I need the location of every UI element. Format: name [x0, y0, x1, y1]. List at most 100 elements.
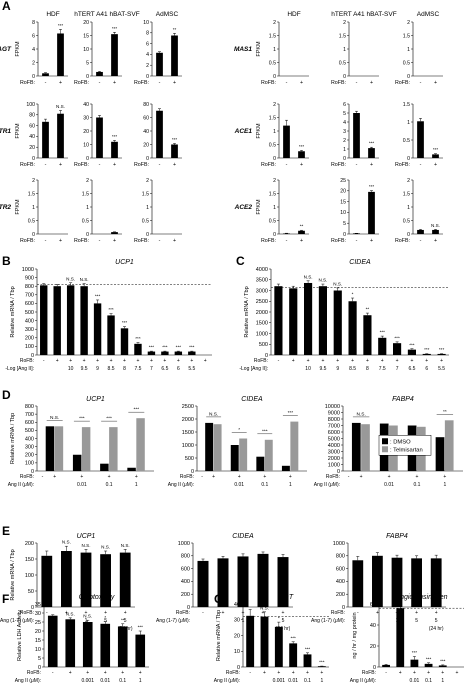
bar [277, 557, 289, 607]
y-tick-label: 0.5 [403, 218, 410, 224]
chart-title: CIDEA [232, 533, 254, 540]
y-tick-label: 1.5 [28, 191, 35, 197]
chart-title: Angiotensinogen [394, 594, 447, 601]
y-tick-label: 1.5 [142, 191, 149, 197]
bar [304, 282, 313, 355]
y-tick-label: 0 [342, 605, 345, 611]
x-row-value: 0.001 [81, 678, 94, 684]
x-row-value: 8.5 [108, 366, 115, 372]
x-row-value: 1 [85, 618, 88, 624]
x-row-value: + [435, 610, 438, 616]
panel-label-a: A [2, 0, 11, 13]
x-row-value: + [96, 358, 99, 364]
y-axis-label: Relative mRNA / Tbp [216, 610, 222, 661]
x-row-value: 9.5 [81, 366, 88, 372]
bar [437, 353, 446, 355]
x-row-value: + [376, 610, 379, 616]
x-row-value: + [163, 358, 166, 364]
y-tick-label: 10 [340, 210, 346, 216]
x-category-label: + [370, 80, 373, 86]
significance-mark: *** [108, 307, 114, 312]
y-tick-label: 25 [340, 178, 346, 184]
bar [257, 553, 269, 607]
y-tick-label: 2 [407, 20, 410, 26]
y-tick-label: 1500 [182, 430, 194, 436]
chart-title: UCP1 [115, 259, 134, 266]
y-tick-label: 100 [25, 573, 34, 579]
significance-mark: N.S. [62, 540, 71, 545]
x-category-label: - [45, 238, 47, 244]
y-tick-label: 0 [407, 232, 410, 238]
bar [317, 666, 326, 667]
significance-mark: *** [305, 646, 311, 651]
y-tick-label: 200 [25, 336, 34, 342]
chart-title: FABP4 [392, 396, 414, 403]
y-tick-label: 200 [181, 592, 190, 598]
y-tick-label: 2 [343, 138, 346, 144]
y-axis-label: Relative mRNA / Tbp [10, 549, 16, 600]
y-tick-label: 0.5 [403, 60, 410, 66]
y-tick-label: 150 [25, 557, 34, 563]
x-row-value: - [46, 610, 48, 616]
chart-panel-16: ACE2 0 0.5 1 1.5 2 FPKM ** RoFB: - + [234, 178, 309, 244]
x-row-value: + [137, 358, 140, 364]
y-tick-label: 50 [28, 589, 34, 595]
x-row-value: + [135, 474, 138, 480]
y-tick-label: 5 [343, 111, 346, 117]
x-category-label: - [99, 80, 101, 86]
x-row-value: 0.1 [413, 482, 420, 488]
bar [54, 426, 64, 471]
y-tick-label: 1.5 [82, 191, 89, 197]
y-tick-label: 800 [25, 284, 34, 290]
bar [96, 71, 103, 76]
y-tick-label: 1000 [22, 267, 34, 273]
y-tick-label: 20 [29, 145, 35, 151]
significance-mark: N.S. [304, 274, 313, 279]
x-category-label: + [59, 238, 62, 244]
x-row-value: 5.5 [438, 366, 445, 372]
y-tick-label: 0 [265, 353, 268, 359]
x-row-label: Ang II (μM): [168, 482, 194, 488]
bar [65, 619, 76, 667]
y-tick-label: 200 [25, 453, 34, 459]
bar [444, 420, 454, 471]
bar [435, 437, 445, 471]
bar [57, 33, 64, 76]
x-row-value: 8.5 [349, 366, 356, 372]
chart-panel-12: 0 0.5 1 1.5 *** RoFB: - + [395, 102, 443, 168]
x-row-value: 7 [396, 366, 399, 372]
y-tick-label: 800 [336, 554, 345, 560]
y-tick-label: 2 [273, 102, 276, 108]
bar [119, 552, 131, 607]
bar [80, 552, 92, 607]
x-row-value: + [177, 358, 180, 364]
y-axis-label: Relative mRNA / Tbp [10, 286, 16, 337]
y-tick-label: 500 [259, 342, 268, 348]
bar [117, 626, 128, 667]
significance-mark: *** [412, 650, 418, 655]
y-tick-label: 1.5 [403, 102, 410, 108]
x-row-value: + [65, 610, 68, 616]
gene-label: AGT [0, 46, 12, 53]
bar [217, 558, 229, 607]
bar [42, 121, 49, 158]
y-tick-label: 0 [373, 665, 376, 671]
significance-mark: * [278, 616, 280, 621]
x-row-value: + [396, 358, 399, 364]
bar [41, 555, 53, 607]
x-row-label: -Log [Ang II]: [5, 366, 34, 372]
y-tick-label: 200 [25, 541, 34, 547]
y-tick-label: 1 [407, 205, 410, 211]
y-tick-label: 2 [407, 178, 410, 184]
bar [372, 555, 383, 607]
y-tick-label: 2500 [256, 299, 268, 305]
chart-title: HDF [46, 11, 59, 18]
x-category-label: + [434, 162, 437, 168]
chart-title: CIDEA [349, 259, 371, 266]
bar [417, 229, 424, 234]
chart-title: UCP1 [86, 396, 105, 403]
y-tick-label: 1 [146, 205, 149, 211]
bar [432, 154, 439, 158]
gene-label: ACE2 [234, 204, 253, 211]
